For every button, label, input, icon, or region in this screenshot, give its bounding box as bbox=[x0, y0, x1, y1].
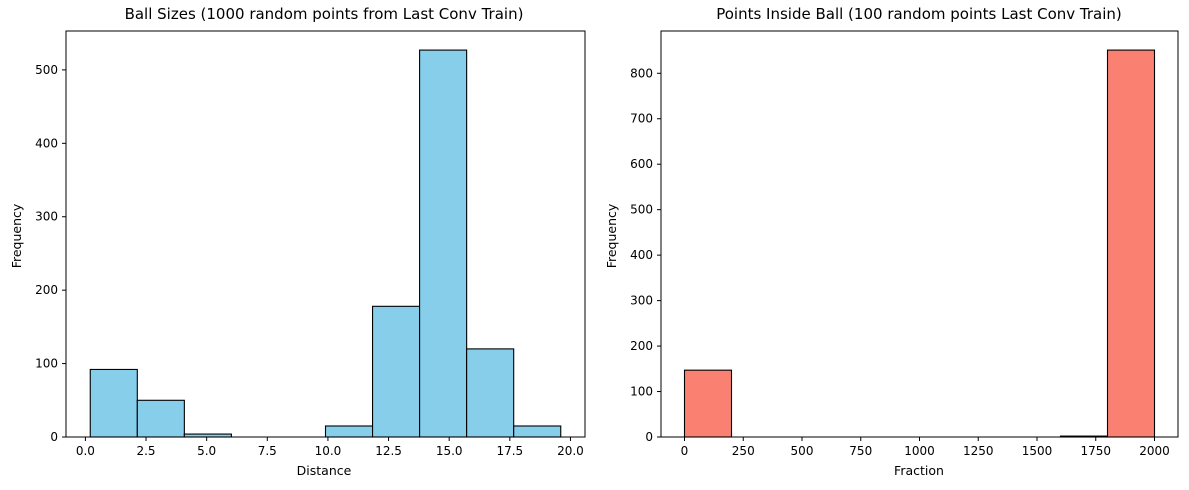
x-tick-label: 0 bbox=[681, 444, 689, 458]
bar bbox=[371, 305, 421, 438]
x-axis-label: Distance bbox=[297, 463, 352, 478]
x-tick-label: 2.5 bbox=[136, 444, 155, 458]
chart-points-inside-ball: Points Inside Ball (100 random points La… bbox=[604, 5, 1179, 478]
y-tick-label: 300 bbox=[630, 294, 653, 308]
x-tick-label: 12.5 bbox=[375, 444, 402, 458]
x-tick-label: 17.5 bbox=[496, 444, 523, 458]
x-tick-label: 10.0 bbox=[315, 444, 342, 458]
y-tick-label: 100 bbox=[630, 385, 653, 399]
y-tick-label: 200 bbox=[35, 283, 58, 297]
y-tick-label: 500 bbox=[35, 63, 58, 77]
y-axis-label: Frequency bbox=[9, 203, 24, 268]
y-tick-label: 400 bbox=[630, 248, 653, 262]
chart-title: Ball Sizes (1000 random points from Last… bbox=[125, 5, 524, 23]
bar bbox=[513, 425, 562, 438]
y-tick-label: 0 bbox=[50, 430, 58, 444]
x-tick-label: 1250 bbox=[963, 444, 994, 458]
y-tick-label: 100 bbox=[35, 357, 58, 371]
x-tick-label: 20.0 bbox=[557, 444, 584, 458]
x-axis-label: Fraction bbox=[894, 463, 944, 478]
bar bbox=[466, 348, 515, 438]
y-tick-label: 800 bbox=[630, 66, 653, 80]
bar bbox=[683, 369, 733, 438]
y-tick-label: 0 bbox=[645, 430, 653, 444]
x-tick-label: 1500 bbox=[1022, 444, 1053, 458]
x-tick-label: 1750 bbox=[1080, 444, 1111, 458]
bar bbox=[1106, 49, 1156, 438]
x-tick-label: 2000 bbox=[1139, 444, 1170, 458]
bar bbox=[419, 49, 468, 438]
x-tick-label: 750 bbox=[849, 444, 872, 458]
chart-ball-sizes: Ball Sizes (1000 random points from Last… bbox=[9, 5, 586, 478]
x-tick-label: 250 bbox=[732, 444, 755, 458]
bar bbox=[136, 399, 185, 438]
y-tick-label: 500 bbox=[630, 203, 653, 217]
bar bbox=[324, 425, 374, 438]
y-tick-label: 600 bbox=[630, 157, 653, 171]
x-tick-label: 5.0 bbox=[197, 444, 216, 458]
x-tick-label: 500 bbox=[791, 444, 814, 458]
y-tick-label: 400 bbox=[35, 136, 58, 150]
plot-frame bbox=[65, 30, 586, 438]
y-tick-label: 700 bbox=[630, 112, 653, 126]
x-tick-label: 7.5 bbox=[258, 444, 277, 458]
bar bbox=[89, 368, 138, 438]
chart-title: Points Inside Ball (100 random points La… bbox=[716, 5, 1122, 23]
x-tick-label: 0.0 bbox=[76, 444, 95, 458]
plot-frame bbox=[660, 30, 1179, 438]
y-tick-label: 200 bbox=[630, 339, 653, 353]
y-axis-label: Frequency bbox=[604, 203, 619, 268]
x-tick-label: 1000 bbox=[904, 444, 935, 458]
x-tick-label: 15.0 bbox=[436, 444, 463, 458]
y-tick-label: 300 bbox=[35, 210, 58, 224]
